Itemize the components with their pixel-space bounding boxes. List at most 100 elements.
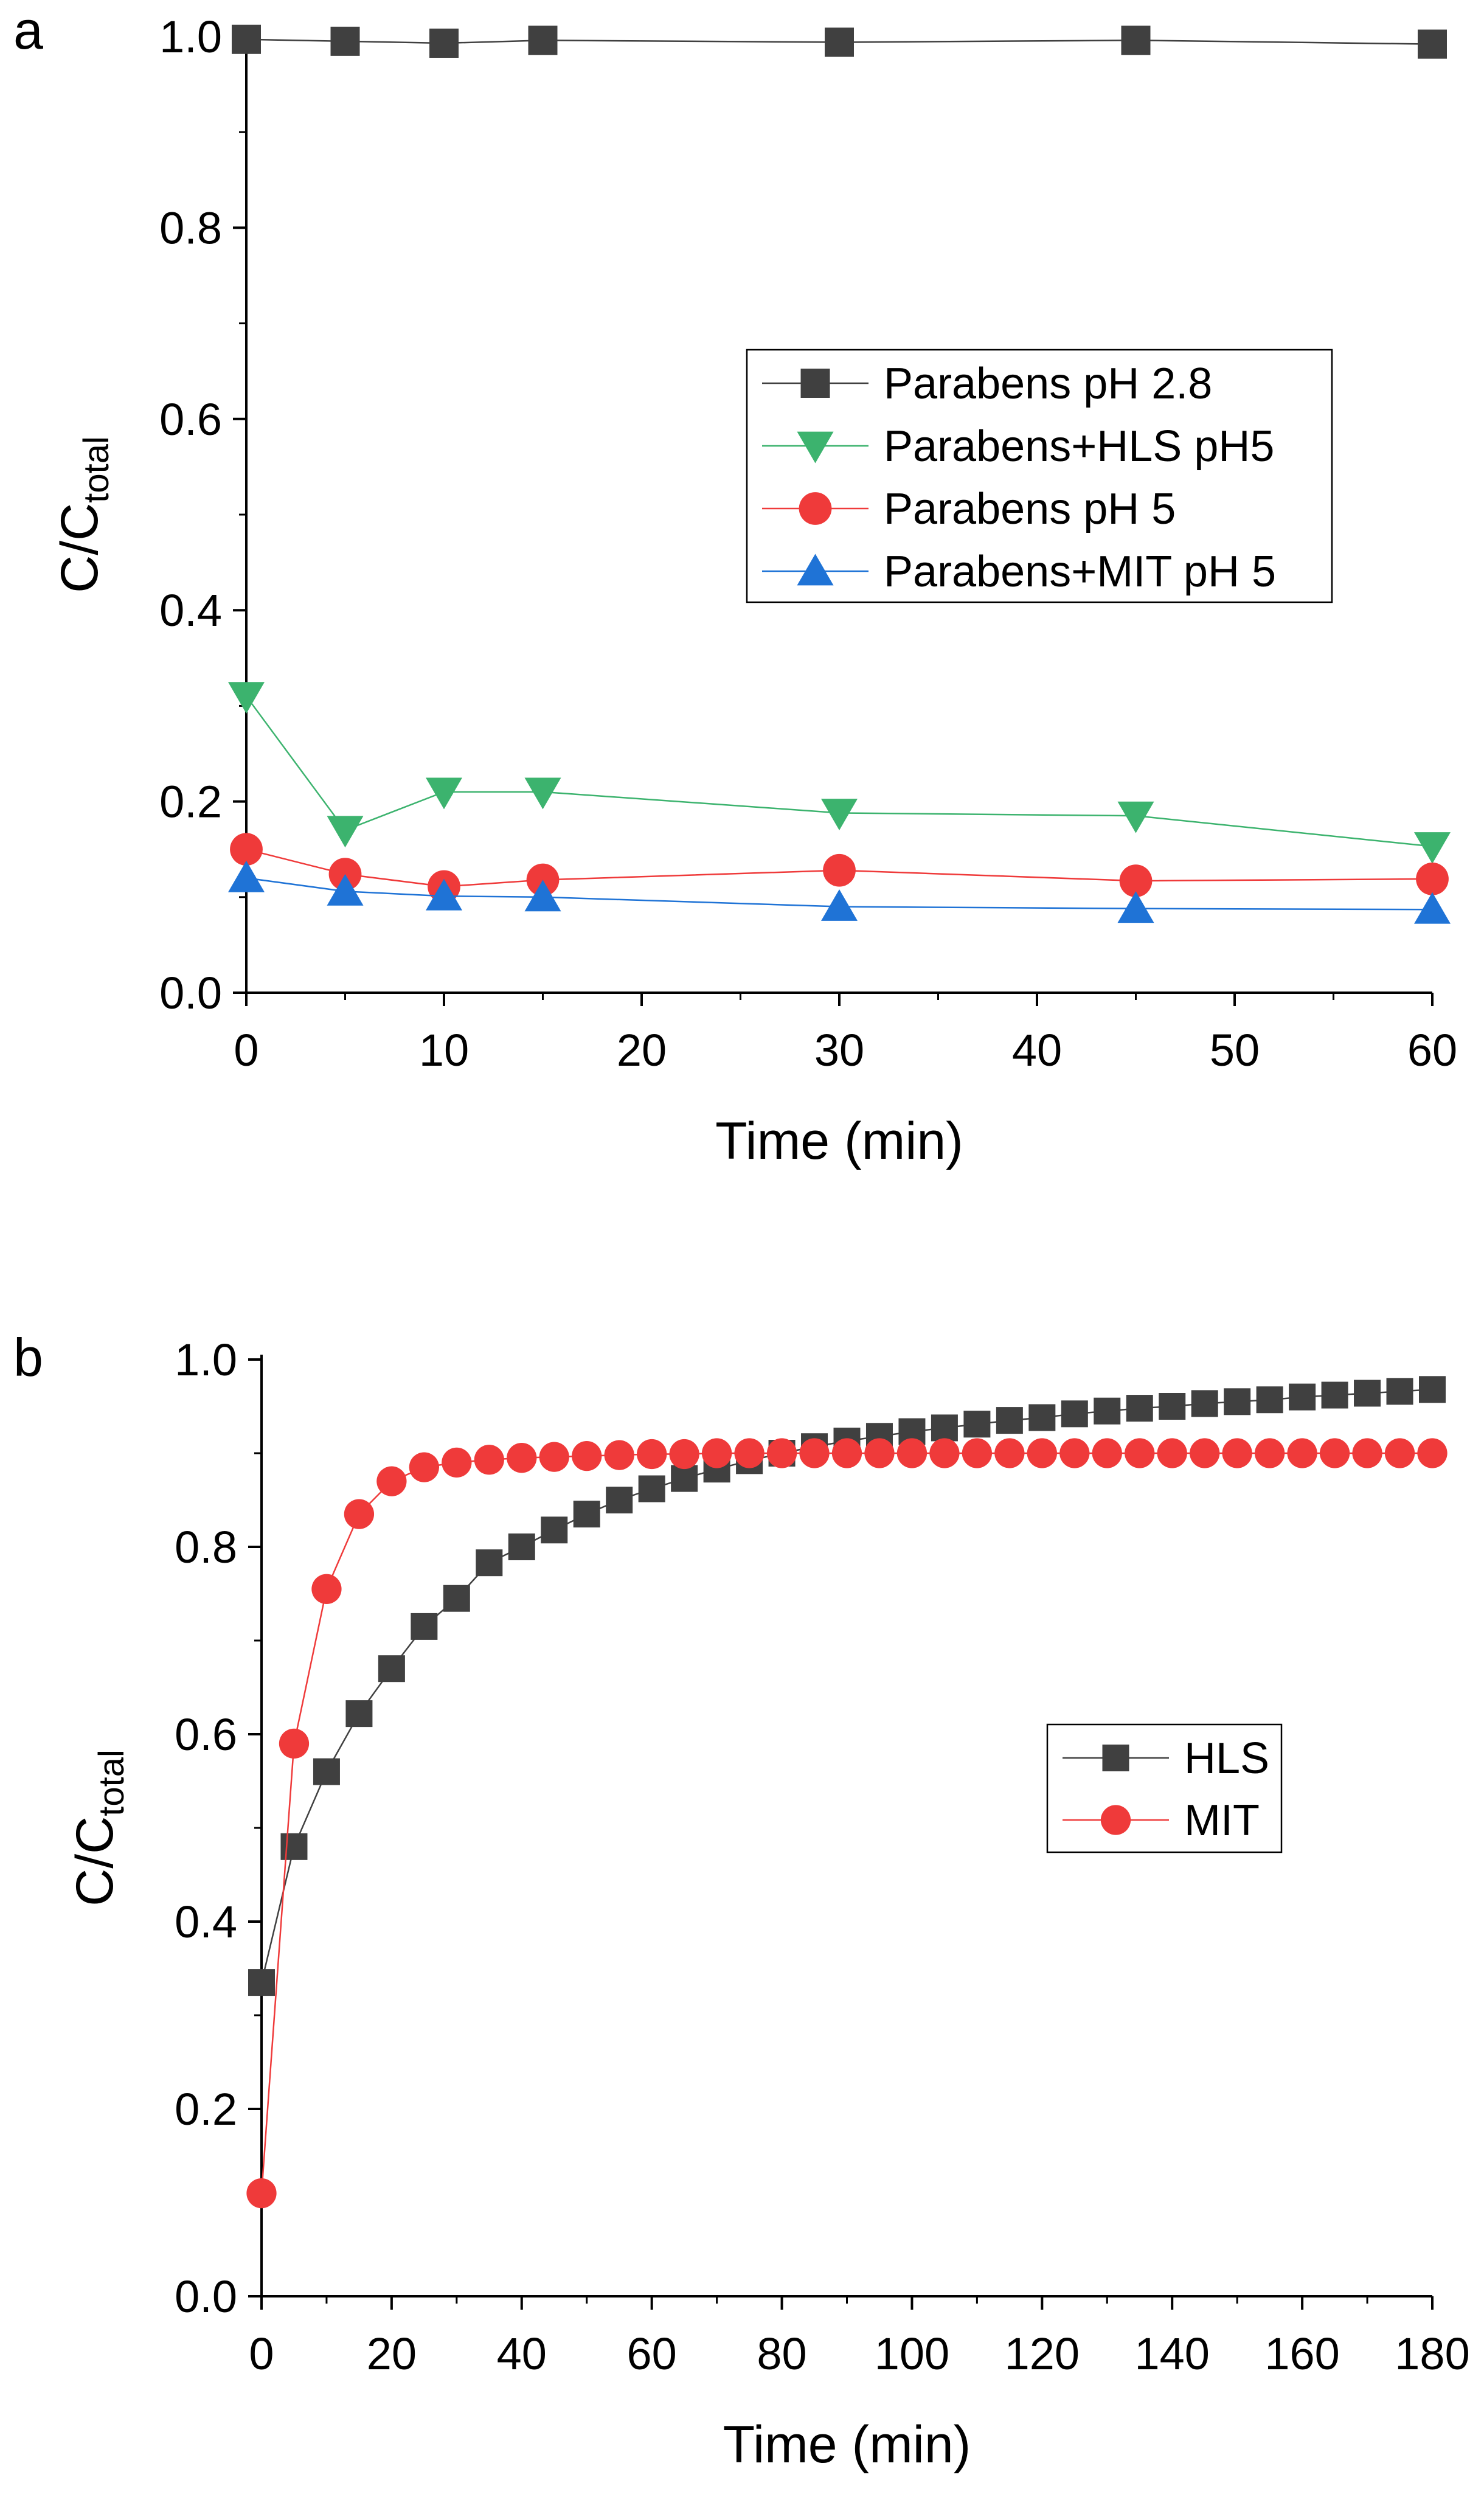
data-point xyxy=(1384,1438,1415,1468)
legend: Parabens pH 2.8 Parabens+HLS pH5 Parabens … xyxy=(746,349,1333,603)
y-axis-label-main: C/C xyxy=(66,1816,124,1906)
x-tick-label: 80 xyxy=(757,2329,806,2379)
data-point xyxy=(996,1407,1023,1434)
data-point xyxy=(330,26,360,56)
data-point xyxy=(821,799,858,830)
data-point xyxy=(1319,1438,1350,1468)
data-point xyxy=(701,1438,732,1468)
legend-marker xyxy=(797,431,834,464)
y-tick-label: 0.0 xyxy=(159,968,222,1018)
y-tick-label: 0.2 xyxy=(159,777,222,827)
data-point xyxy=(376,1466,407,1496)
data-point xyxy=(442,1447,472,1478)
data-point xyxy=(1254,1438,1285,1468)
chart-panel-a: a 0 10 20 30 40 50 60 0.0 0.2 0.4 0.6 0.8 1.0 Time (mi… xyxy=(13,0,1457,1170)
y-tick-label: 0.8 xyxy=(175,1522,237,1572)
data-point xyxy=(429,29,459,58)
x-tick-label: 160 xyxy=(1264,2329,1339,2379)
data-point xyxy=(528,26,558,55)
y-tick-label: 0.8 xyxy=(159,203,222,253)
data-point xyxy=(1386,1378,1413,1405)
data-point xyxy=(1159,1393,1186,1420)
data-point xyxy=(1126,1395,1153,1422)
x-tick-label: 180 xyxy=(1395,2329,1469,2379)
data-point xyxy=(232,24,261,54)
x-axis-label: Time (min) xyxy=(723,2415,971,2474)
data-point xyxy=(411,1613,438,1640)
legend-label: Parabens+MIT pH 5 xyxy=(884,547,1276,596)
data-point xyxy=(313,1758,340,1785)
data-point xyxy=(311,1574,342,1604)
legend-frame xyxy=(1046,1723,1283,1853)
data-point xyxy=(1417,1438,1448,1468)
data-point xyxy=(734,1438,765,1468)
data-point xyxy=(508,1533,535,1560)
series-parabens-ph-2-8 xyxy=(232,24,1447,59)
legend-marker xyxy=(799,492,832,525)
y-axis-label: C/Ctotal xyxy=(66,1749,131,1906)
data-point xyxy=(638,1475,665,1502)
data-point xyxy=(378,1655,405,1683)
data-point xyxy=(248,1969,275,1996)
data-point xyxy=(409,1452,440,1482)
data-point xyxy=(1419,1376,1446,1403)
data-point xyxy=(1352,1438,1382,1468)
y-axis-label-subscript: total xyxy=(92,1749,131,1816)
data-point xyxy=(1094,1397,1121,1425)
x-tick-label: 0 xyxy=(234,1025,258,1075)
data-point xyxy=(931,1414,958,1442)
legend-marker xyxy=(1100,1805,1131,1835)
data-point xyxy=(825,27,854,57)
legend-label: Parabens+HLS pH5 xyxy=(884,422,1274,471)
data-point xyxy=(994,1438,1025,1468)
data-point xyxy=(766,1438,797,1468)
data-point xyxy=(1418,29,1447,59)
x-axis-label: Time (min) xyxy=(715,1112,963,1170)
x-tick-label: 100 xyxy=(875,2329,949,2379)
y-tick-label: 1.0 xyxy=(159,12,222,62)
data-point xyxy=(606,1487,633,1513)
data-point xyxy=(280,1833,308,1860)
series-parabens-hls-ph5 xyxy=(228,682,1451,864)
legend-label: MIT xyxy=(1184,1796,1260,1845)
panel-label: a xyxy=(13,0,43,60)
data-point xyxy=(426,777,462,810)
data-point xyxy=(1061,1400,1088,1428)
data-point xyxy=(963,1411,991,1438)
data-point xyxy=(426,878,462,911)
x-tick-label: 50 xyxy=(1210,1025,1260,1075)
data-point xyxy=(327,873,364,906)
x-tick-label: 40 xyxy=(497,2329,547,2379)
data-point xyxy=(474,1445,504,1475)
data-point xyxy=(823,853,856,887)
data-point xyxy=(799,1438,830,1468)
data-point xyxy=(1059,1438,1090,1468)
legend-label: Parabens pH 2.8 xyxy=(884,359,1212,408)
panel-label: b xyxy=(13,1327,43,1387)
y-tick-label: 0.0 xyxy=(175,2271,237,2322)
y-tick-label: 1.0 xyxy=(175,1335,237,1385)
y-tick-label: 0.6 xyxy=(159,394,222,445)
data-point xyxy=(671,1465,698,1492)
x-tick-label: 0 xyxy=(249,2329,274,2379)
legend-marker xyxy=(797,554,834,586)
data-point xyxy=(279,1728,310,1759)
series-parabens-mit-ph-5 xyxy=(228,860,1451,924)
data-point xyxy=(831,1438,862,1468)
data-point xyxy=(1092,1438,1122,1468)
data-point xyxy=(1125,1438,1155,1468)
y-tick-label: 0.4 xyxy=(175,1897,237,1947)
data-point xyxy=(604,1440,634,1470)
data-point xyxy=(541,1516,568,1544)
data-point xyxy=(1321,1381,1348,1409)
data-point xyxy=(821,889,858,921)
legend-label: HLS xyxy=(1184,1734,1269,1783)
data-point xyxy=(443,1585,470,1612)
data-point xyxy=(1191,1390,1218,1417)
data-point xyxy=(962,1438,993,1468)
data-point xyxy=(637,1439,667,1470)
legend-marker xyxy=(1102,1745,1129,1771)
data-point xyxy=(1027,1438,1057,1468)
y-axis-label: C/Ctotal xyxy=(50,436,116,593)
